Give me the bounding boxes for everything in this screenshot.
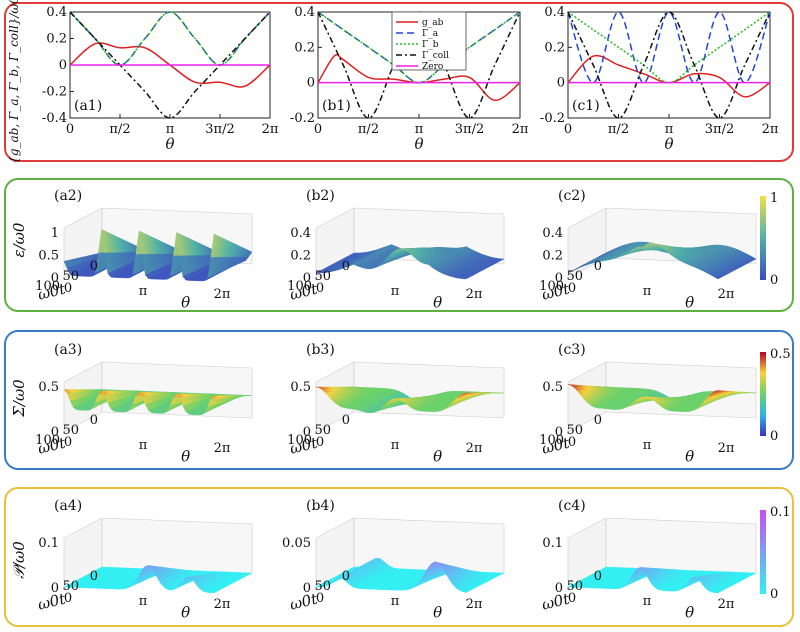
legend-entry-label: Γ_b: [422, 40, 439, 50]
y-tick-label: -0.4: [42, 111, 67, 126]
y-tick-label: 0.2: [544, 40, 565, 55]
panel-label: (a3): [54, 342, 82, 358]
row4-frame: [4, 487, 794, 627]
x-tick-label: π: [166, 122, 175, 137]
y-tick-label: 0: [59, 58, 67, 73]
z-tick-label: 0.5: [38, 249, 59, 264]
row-ylabel-row1: {g_ab, Γ_a, Γ_b, Γ_coll}/ω0: [7, 0, 21, 164]
series-line-coll: [567, 11, 771, 119]
theta-tick-label: 2π: [718, 287, 735, 302]
row-ylabel-row2: ε/ω0: [10, 222, 28, 257]
theta-tick-label: π: [391, 284, 400, 299]
x-tick-label: π: [415, 122, 424, 137]
x-tick-label: 2π: [512, 122, 529, 137]
theta-tick-label: 2π: [214, 441, 231, 456]
t-tick-label: 0: [90, 259, 98, 274]
x-tick-label: 3π/2: [205, 122, 234, 137]
legend-box: [391, 11, 467, 71]
z-tick-label: 0.5: [38, 380, 59, 395]
z-tick-label: 0.4: [542, 226, 563, 241]
x-tick-label: π/2: [608, 122, 629, 137]
x-axis-label: θ: [414, 135, 423, 153]
z-tick-label: 0.4: [290, 226, 311, 241]
panel-label: (a1): [74, 98, 102, 114]
x-tick-label: 3π/2: [455, 122, 484, 137]
theta-axis-label: θ: [433, 294, 442, 312]
y-tick-label: 0: [307, 76, 315, 91]
x-tick-label: π/2: [109, 122, 130, 137]
legend-entry-label: Zero: [422, 62, 443, 72]
x-tick-label: 2π: [762, 122, 779, 137]
x-tick-label: 3π/2: [705, 122, 734, 137]
theta-tick-label: π: [139, 284, 148, 299]
legend-entry-label: g_ab: [422, 18, 444, 28]
theta-axis-label: θ: [181, 294, 190, 312]
row-ylabel-row4: 𝒫/ω0: [10, 541, 28, 579]
z-tick-label: 1: [51, 226, 59, 241]
y-tick-label: -0.2: [290, 111, 315, 126]
row2-frame: [4, 178, 794, 312]
line-plot-c1: 0 π/2 π 3π/2 2π-0.200.20.4θ(c1): [540, 5, 779, 153]
y-tick-label: -0.2: [42, 85, 67, 100]
t-tick-label: 0: [342, 259, 350, 274]
series-line-a: [567, 11, 771, 84]
plot-frame: [567, 11, 771, 119]
row-ylabel-row3: Σ/ω0: [10, 379, 28, 418]
panel-label: (b2): [306, 188, 335, 204]
t-tick-label: 0: [594, 259, 602, 274]
y-tick-label: 0.2: [46, 32, 67, 47]
y-tick-label: -0.2: [540, 111, 565, 126]
y-tick-label: 0.4: [294, 5, 315, 20]
line-plot-a1: 0 π/2 π 3π/2 2π -0.4 -0.2 0 0.2 0.4 θ (a1): [42, 5, 279, 153]
z-tick-label: 0.2: [542, 249, 563, 264]
y-tick-label: 0: [557, 76, 565, 91]
theta-tick-label: 2π: [214, 287, 231, 302]
row3-frame: [4, 330, 794, 470]
x-tick-label: 2π: [262, 122, 279, 137]
theta-tick-label: π: [643, 284, 652, 299]
panel-label: (c2): [558, 188, 586, 204]
x-tick-label: 0: [314, 122, 322, 137]
y-tick-label: 0.2: [294, 40, 315, 55]
row1-frame: [4, 2, 794, 162]
theta-axis-label: θ: [685, 294, 694, 312]
x-axis-label: θ: [165, 135, 174, 153]
t-tick-label: 0: [90, 413, 98, 428]
x-tick-label: π/2: [358, 122, 379, 137]
legend-entry-label: Γ_a: [422, 29, 439, 39]
panel-label: (b1): [322, 98, 351, 114]
panel-label: (c1): [572, 98, 600, 114]
theta-axis-label: θ: [181, 448, 190, 466]
legend-entry-label: Γ_coll: [422, 51, 449, 61]
z-tick-label: 0.2: [290, 249, 311, 264]
y-tick-label: 0.4: [544, 5, 565, 20]
y-tick-label: 0.4: [46, 5, 67, 20]
series-line-b: [69, 11, 271, 66]
theta-tick-label: 2π: [466, 287, 483, 302]
x-tick-label: 0: [564, 122, 572, 137]
x-tick-label: 0: [66, 122, 74, 137]
series-line-coll: [69, 11, 271, 119]
panel-label: (a2): [54, 188, 82, 204]
theta-tick-label: π: [139, 438, 148, 453]
x-tick-label: π: [665, 122, 674, 137]
x-axis-label: θ: [664, 135, 673, 153]
